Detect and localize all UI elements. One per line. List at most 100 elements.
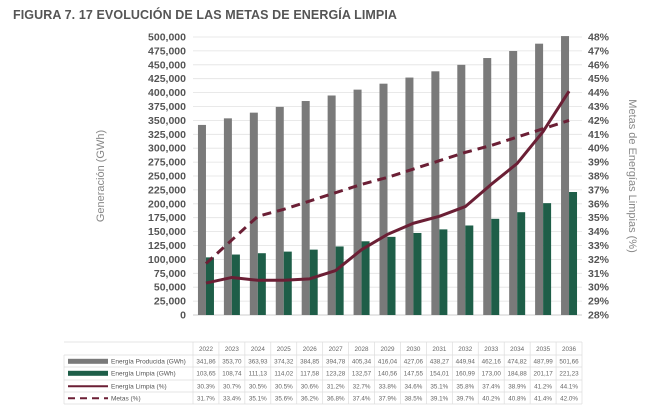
table-cell: 31.7% <box>197 396 215 403</box>
table-cell: 140,56 <box>378 371 398 378</box>
table-cell: 30.6% <box>301 384 319 391</box>
x-tick-label: 2035 <box>536 346 551 353</box>
y-tick-label: 175,000 <box>148 212 186 224</box>
table-cell: 462,16 <box>482 359 502 366</box>
bar-energia-limpia <box>309 249 318 315</box>
table-cell: 31.2% <box>327 384 345 391</box>
x-tick-label: 2034 <box>510 346 525 353</box>
x-tick-label: 2032 <box>458 346 473 353</box>
legend-label: Energía Limpia (GWh) <box>111 371 176 378</box>
y2-tick-label: 47% <box>588 45 610 57</box>
table-cell: 40.2% <box>482 396 500 403</box>
bar-energia-producida <box>379 83 388 315</box>
table-cell: 427,06 <box>404 359 424 366</box>
table-cell: 374,32 <box>274 359 294 366</box>
table-cell: 36.8% <box>327 396 345 403</box>
y-tick-label: 450,000 <box>148 59 186 71</box>
y-tick-label: 250,000 <box>148 171 186 183</box>
y2-tick-label: 38% <box>588 171 610 183</box>
bar-energia-producida <box>197 124 206 315</box>
x-tick-label: 2030 <box>406 346 421 353</box>
bar-energia-limpia <box>335 246 344 315</box>
table-cell: 184,88 <box>508 371 528 378</box>
x-tick-label: 2027 <box>329 346 344 353</box>
y2-tick-label: 33% <box>588 240 610 252</box>
y-tick-label: 350,000 <box>148 115 186 127</box>
bar-energia-limpia <box>387 236 396 315</box>
bar-energia-producida <box>561 36 570 316</box>
table-cell: 416,04 <box>378 359 398 366</box>
table-cell: 36.2% <box>301 396 319 403</box>
bar-energia-producida <box>535 43 544 316</box>
bar-energia-producida <box>431 71 440 316</box>
table-cell: 44.1% <box>560 384 578 391</box>
table-cell: 30.5% <box>249 384 267 391</box>
y-axis-title: Generación (GWh) <box>95 130 107 222</box>
y-tick-label: 150,000 <box>148 226 186 238</box>
bar-energia-producida <box>223 118 232 315</box>
table-cell: 38.9% <box>508 384 526 391</box>
bar-energia-limpia <box>517 212 526 315</box>
y-tick-label: 0 <box>180 310 186 322</box>
y-tick-label: 25,000 <box>154 296 186 308</box>
bar-energia-producida <box>405 77 414 315</box>
line-energia-limpia-pct <box>205 90 571 285</box>
figure-title: FIGURA 7. 17 EVOLUCIÓN DE LAS METAS DE E… <box>13 8 398 22</box>
y2-tick-label: 42% <box>588 115 610 127</box>
y-tick-label: 200,000 <box>148 198 186 210</box>
x-tick-label: 2033 <box>484 346 499 353</box>
table-cell: 108,74 <box>222 371 242 378</box>
bar-energia-limpia <box>361 241 370 315</box>
y2-tick-label: 37% <box>588 184 610 196</box>
x-tick-label: 2024 <box>251 346 266 353</box>
x-tick-label: 2031 <box>432 346 447 353</box>
bar-energia-producida <box>457 64 466 315</box>
legend-label: Metas (%) <box>111 396 141 403</box>
bar-energia-producida <box>301 101 310 315</box>
table-cell: 405,34 <box>352 359 372 366</box>
table-cell: 154,01 <box>430 371 450 378</box>
y2-tick-label: 40% <box>588 143 610 155</box>
y2-tick-label: 39% <box>588 157 610 169</box>
y2-tick-label: 48% <box>588 32 610 44</box>
y2-tick-label: 28% <box>588 310 610 322</box>
table-cell: 123,28 <box>326 371 346 378</box>
table-cell: 221,23 <box>559 371 579 378</box>
table-cell: 363,93 <box>248 359 268 366</box>
table-cell: 35.6% <box>275 396 293 403</box>
table-cell: 35.1% <box>430 384 448 391</box>
x-tick-label: 2022 <box>199 346 214 353</box>
x-tick-label: 2025 <box>277 346 292 353</box>
y-tick-label: 225,000 <box>148 184 186 196</box>
y-tick-label: 275,000 <box>148 157 186 169</box>
y2-tick-label: 35% <box>588 212 610 224</box>
y2-tick-label: 34% <box>588 226 610 238</box>
table-cell: 34.6% <box>405 384 423 391</box>
y-tick-label: 375,000 <box>148 101 186 113</box>
y2-tick-label: 31% <box>588 268 610 280</box>
x-tick-label: 2026 <box>303 346 318 353</box>
table-cell: 487,99 <box>533 359 553 366</box>
y-tick-label: 75,000 <box>154 268 186 280</box>
bar-energia-producida <box>249 112 258 315</box>
table-cell: 32.7% <box>353 384 371 391</box>
legend-label: Energía Limpia (%) <box>111 384 167 391</box>
y-tick-label: 50,000 <box>154 282 186 294</box>
bar-energia-limpia <box>231 254 240 315</box>
y-tick-label: 400,000 <box>148 87 186 99</box>
table-cell: 111,13 <box>249 371 268 378</box>
y-tick-label: 125,000 <box>148 240 186 252</box>
table-cell: 438,27 <box>430 359 450 366</box>
table-cell: 117,58 <box>300 371 319 378</box>
bar-energia-limpia <box>205 257 214 315</box>
table-cell: 35.1% <box>249 396 267 403</box>
bar-energia-limpia <box>543 203 552 315</box>
bar-energia-limpia <box>283 251 292 315</box>
table-cell: 103,65 <box>196 371 216 378</box>
bar-energia-producida <box>509 51 518 315</box>
y2-tick-label: 36% <box>588 198 610 210</box>
legend-swatch <box>68 358 108 364</box>
bar-energia-limpia <box>569 191 578 315</box>
table-cell: 38.5% <box>405 396 423 403</box>
y-tick-label: 325,000 <box>148 129 186 141</box>
